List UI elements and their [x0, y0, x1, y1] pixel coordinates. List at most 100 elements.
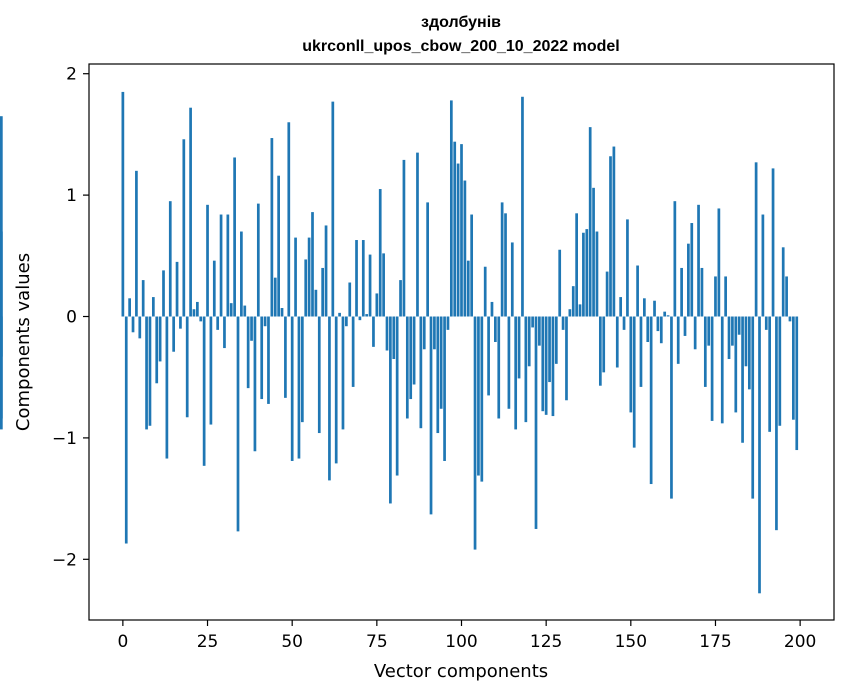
- bar-component-0: [121, 91, 125, 317]
- x-tick-label: 100: [445, 632, 477, 652]
- bar-component-10: [155, 316, 159, 384]
- bar-component-120: [527, 316, 531, 367]
- bar-component-118: [521, 96, 524, 317]
- bar-component-3: [131, 316, 135, 333]
- bar-component-95: [443, 316, 446, 461]
- chart-title-line-1: здолбунів: [421, 14, 501, 31]
- bar-component-20: [189, 107, 192, 317]
- bar-component-198: [792, 316, 795, 420]
- bar-component-66: [345, 316, 348, 327]
- bar-component-112: [500, 202, 504, 317]
- bar-component-182: [737, 316, 741, 335]
- bar-component-173: [707, 316, 711, 346]
- bar-component-133: [571, 286, 575, 317]
- bar-component-54: [304, 259, 308, 317]
- bar-component-32: [229, 303, 233, 317]
- bar-component-156: [649, 316, 653, 485]
- bar-component-148: [622, 316, 626, 330]
- bar-component-197: [788, 316, 792, 322]
- bar-component-74: [372, 316, 375, 347]
- bar-component-165: [680, 267, 683, 317]
- bar-component-105: [477, 316, 480, 476]
- bar-component-15: [172, 316, 176, 352]
- bar-component-9: [151, 297, 155, 317]
- bar-component-82: [399, 280, 402, 317]
- bar-component-134: [575, 213, 578, 317]
- bar-component-undefined: [0, 316, 3, 357]
- bar-component-30: [223, 316, 226, 349]
- bar-component-23: [199, 316, 203, 322]
- bar-component-151: [632, 316, 636, 448]
- bar-component-141: [598, 316, 602, 386]
- bar-component-111: [497, 316, 501, 419]
- bar-component-4: [135, 170, 138, 317]
- chart-title-line-2: ukrconll_upos_cbow_200_10_2022 model: [302, 38, 619, 55]
- bar-component-159: [659, 316, 663, 344]
- bar-component-98: [453, 141, 457, 317]
- bar-component-56: [311, 212, 314, 317]
- bar-component-109: [490, 301, 494, 317]
- bar-component-57: [314, 289, 318, 317]
- bar-component-128: [554, 316, 558, 364]
- bar-component-171: [700, 267, 704, 317]
- bar-component-102: [466, 260, 470, 317]
- bar-component-61: [328, 316, 331, 481]
- bar-component-164: [676, 316, 680, 364]
- bar-component-150: [629, 316, 633, 413]
- y-tick-label: 0: [66, 308, 77, 328]
- bar-component-175: [714, 276, 717, 317]
- bar-component-193: [775, 316, 778, 531]
- y-tick-label: −1: [52, 429, 77, 449]
- bar-component-85: [409, 316, 413, 400]
- bar-component-69: [355, 240, 358, 317]
- bar-component-187: [754, 162, 758, 317]
- bar-component-166: [683, 316, 687, 336]
- bar-component-139: [592, 187, 595, 317]
- bar-component-19: [185, 316, 189, 418]
- bar-component-58: [317, 316, 321, 434]
- bar-component-37: [246, 316, 250, 389]
- bar-component-117: [517, 316, 521, 379]
- bar-component-91: [429, 316, 433, 515]
- bar-component-152: [636, 265, 639, 317]
- bar-component-124: [541, 316, 545, 412]
- bar-component-161: [666, 315, 670, 317]
- bar-component-16: [175, 261, 179, 317]
- bar-component-162: [670, 316, 673, 499]
- bar-component-116: [514, 316, 518, 430]
- bar-component-17: [179, 316, 182, 329]
- bar-component-106: [480, 316, 484, 482]
- bar-component-53: [300, 316, 304, 423]
- bar-component-36: [243, 305, 247, 317]
- bar-component-126: [548, 316, 551, 383]
- bar-component-84: [405, 316, 409, 419]
- bar-component-79: [389, 316, 392, 504]
- bar-component-190: [764, 316, 768, 330]
- bar-component-5: [138, 316, 142, 339]
- bar-component-172: [703, 316, 707, 387]
- bar-component-1: [124, 316, 128, 544]
- bar-component-145: [612, 146, 616, 317]
- bar-component-44: [270, 138, 274, 317]
- bar-component-158: [656, 316, 660, 332]
- bar-component-33: [233, 157, 236, 317]
- bar-component-7: [145, 316, 148, 430]
- bar-component-160: [663, 311, 667, 317]
- bar-component-154: [643, 298, 646, 317]
- bar-component-169: [693, 316, 697, 350]
- bar-component-26: [209, 316, 213, 425]
- bar-component-157: [653, 300, 656, 317]
- bar-component-55: [307, 237, 311, 317]
- bar-component-97: [449, 100, 453, 317]
- bar-component-18: [182, 139, 186, 317]
- bar-component-29: [219, 214, 223, 317]
- bar-component-143: [605, 271, 609, 317]
- x-tick-label: 175: [699, 632, 731, 652]
- bar-component-149: [626, 219, 629, 317]
- bar-component-142: [602, 316, 606, 373]
- bar-component-180: [731, 316, 734, 346]
- bar-component-40: [256, 203, 260, 317]
- y-tick-label: 2: [66, 65, 77, 85]
- bar-component-107: [483, 266, 487, 317]
- x-tick-label: 25: [197, 632, 219, 652]
